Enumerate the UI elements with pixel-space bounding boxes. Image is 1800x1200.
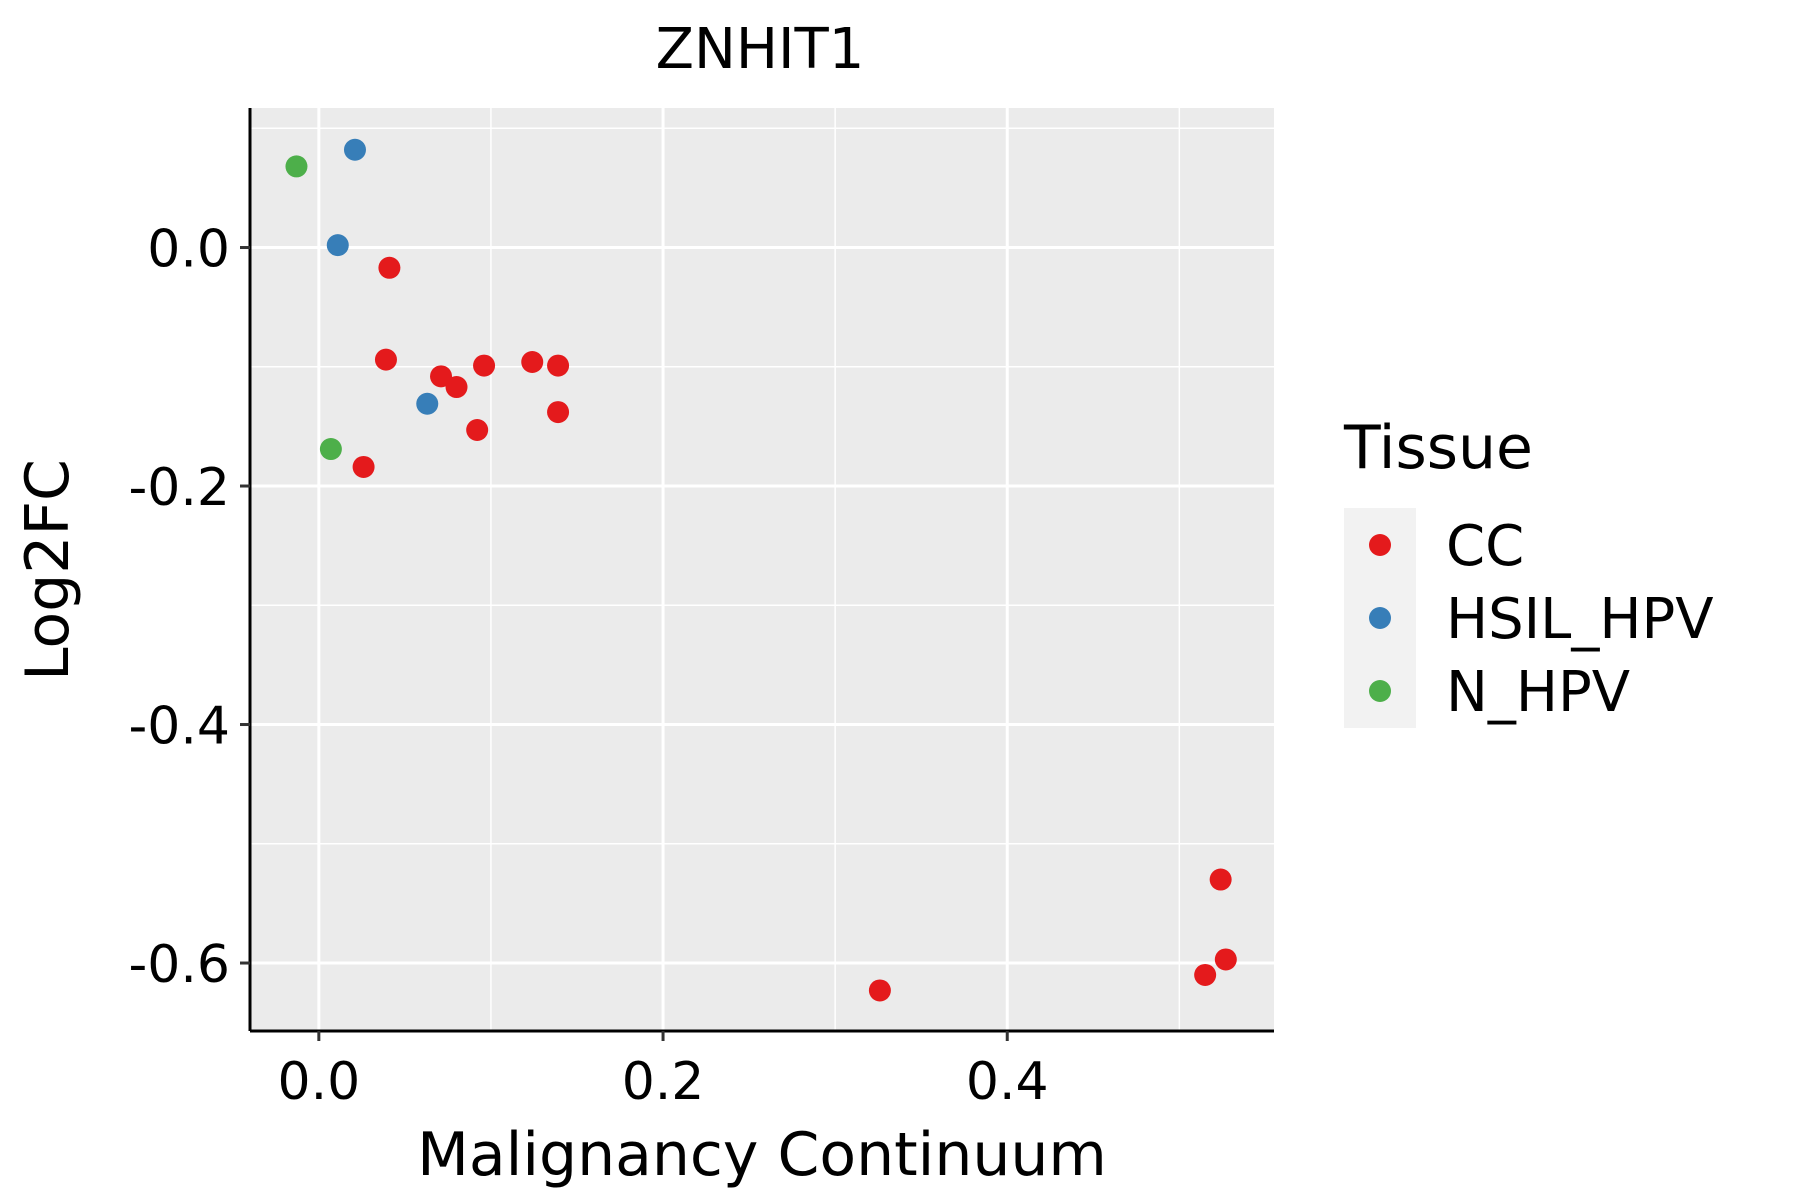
point-cc bbox=[466, 418, 489, 441]
y-axis-label: Log2FC bbox=[13, 459, 83, 681]
point-cc bbox=[445, 376, 468, 399]
point-hsil-hpv bbox=[326, 234, 349, 257]
legend-key-cc bbox=[1369, 534, 1391, 556]
point-cc bbox=[1214, 948, 1237, 971]
chart-title: ZNHIT1 bbox=[656, 17, 865, 82]
legend-key-n-hpv bbox=[1369, 680, 1391, 702]
legend-entries: CC HSIL_HPV N_HPV bbox=[1369, 514, 1714, 725]
legend-label: N_HPV bbox=[1446, 660, 1630, 725]
legend: Tissue CC HSIL_HPV N_HPV bbox=[1343, 413, 1714, 728]
point-n-hpv bbox=[319, 438, 342, 461]
grid-minor bbox=[250, 108, 1274, 1031]
x-tick-label: 0.4 bbox=[966, 1052, 1049, 1112]
point-cc bbox=[547, 354, 570, 377]
point-cc bbox=[521, 351, 544, 374]
legend-label: HSIL_HPV bbox=[1446, 587, 1714, 652]
point-cc bbox=[430, 365, 453, 388]
x-tick-label: 0.2 bbox=[622, 1052, 705, 1112]
x-ticks: 0.0 0.2 0.4 bbox=[277, 1031, 1049, 1112]
x-tick-label: 0.0 bbox=[277, 1052, 360, 1112]
y-tick-label: 0.0 bbox=[147, 220, 230, 280]
y-tick-label: -0.4 bbox=[129, 697, 230, 757]
legend-key-hsil-hpv bbox=[1369, 607, 1391, 629]
point-hsil-hpv bbox=[416, 392, 439, 415]
data-points bbox=[285, 138, 1237, 1002]
point-cc bbox=[378, 256, 401, 279]
point-cc bbox=[547, 401, 570, 424]
point-cc bbox=[868, 979, 891, 1002]
legend-label: CC bbox=[1446, 514, 1524, 579]
x-axis-label: Malignancy Continuum bbox=[417, 1120, 1107, 1190]
y-ticks: 0.0 -0.2 -0.4 -0.6 bbox=[129, 220, 250, 995]
point-cc bbox=[1209, 868, 1232, 891]
legend-title: Tissue bbox=[1343, 413, 1533, 483]
plot-panel bbox=[250, 108, 1274, 1031]
y-tick-label: -0.2 bbox=[129, 458, 230, 518]
point-hsil-hpv bbox=[343, 138, 366, 161]
point-cc bbox=[473, 354, 496, 377]
y-tick-label: -0.6 bbox=[129, 935, 230, 995]
grid-major bbox=[250, 108, 1274, 1031]
point-cc bbox=[352, 455, 375, 478]
point-cc bbox=[374, 348, 397, 371]
point-n-hpv bbox=[285, 155, 308, 178]
point-cc bbox=[1194, 963, 1217, 986]
